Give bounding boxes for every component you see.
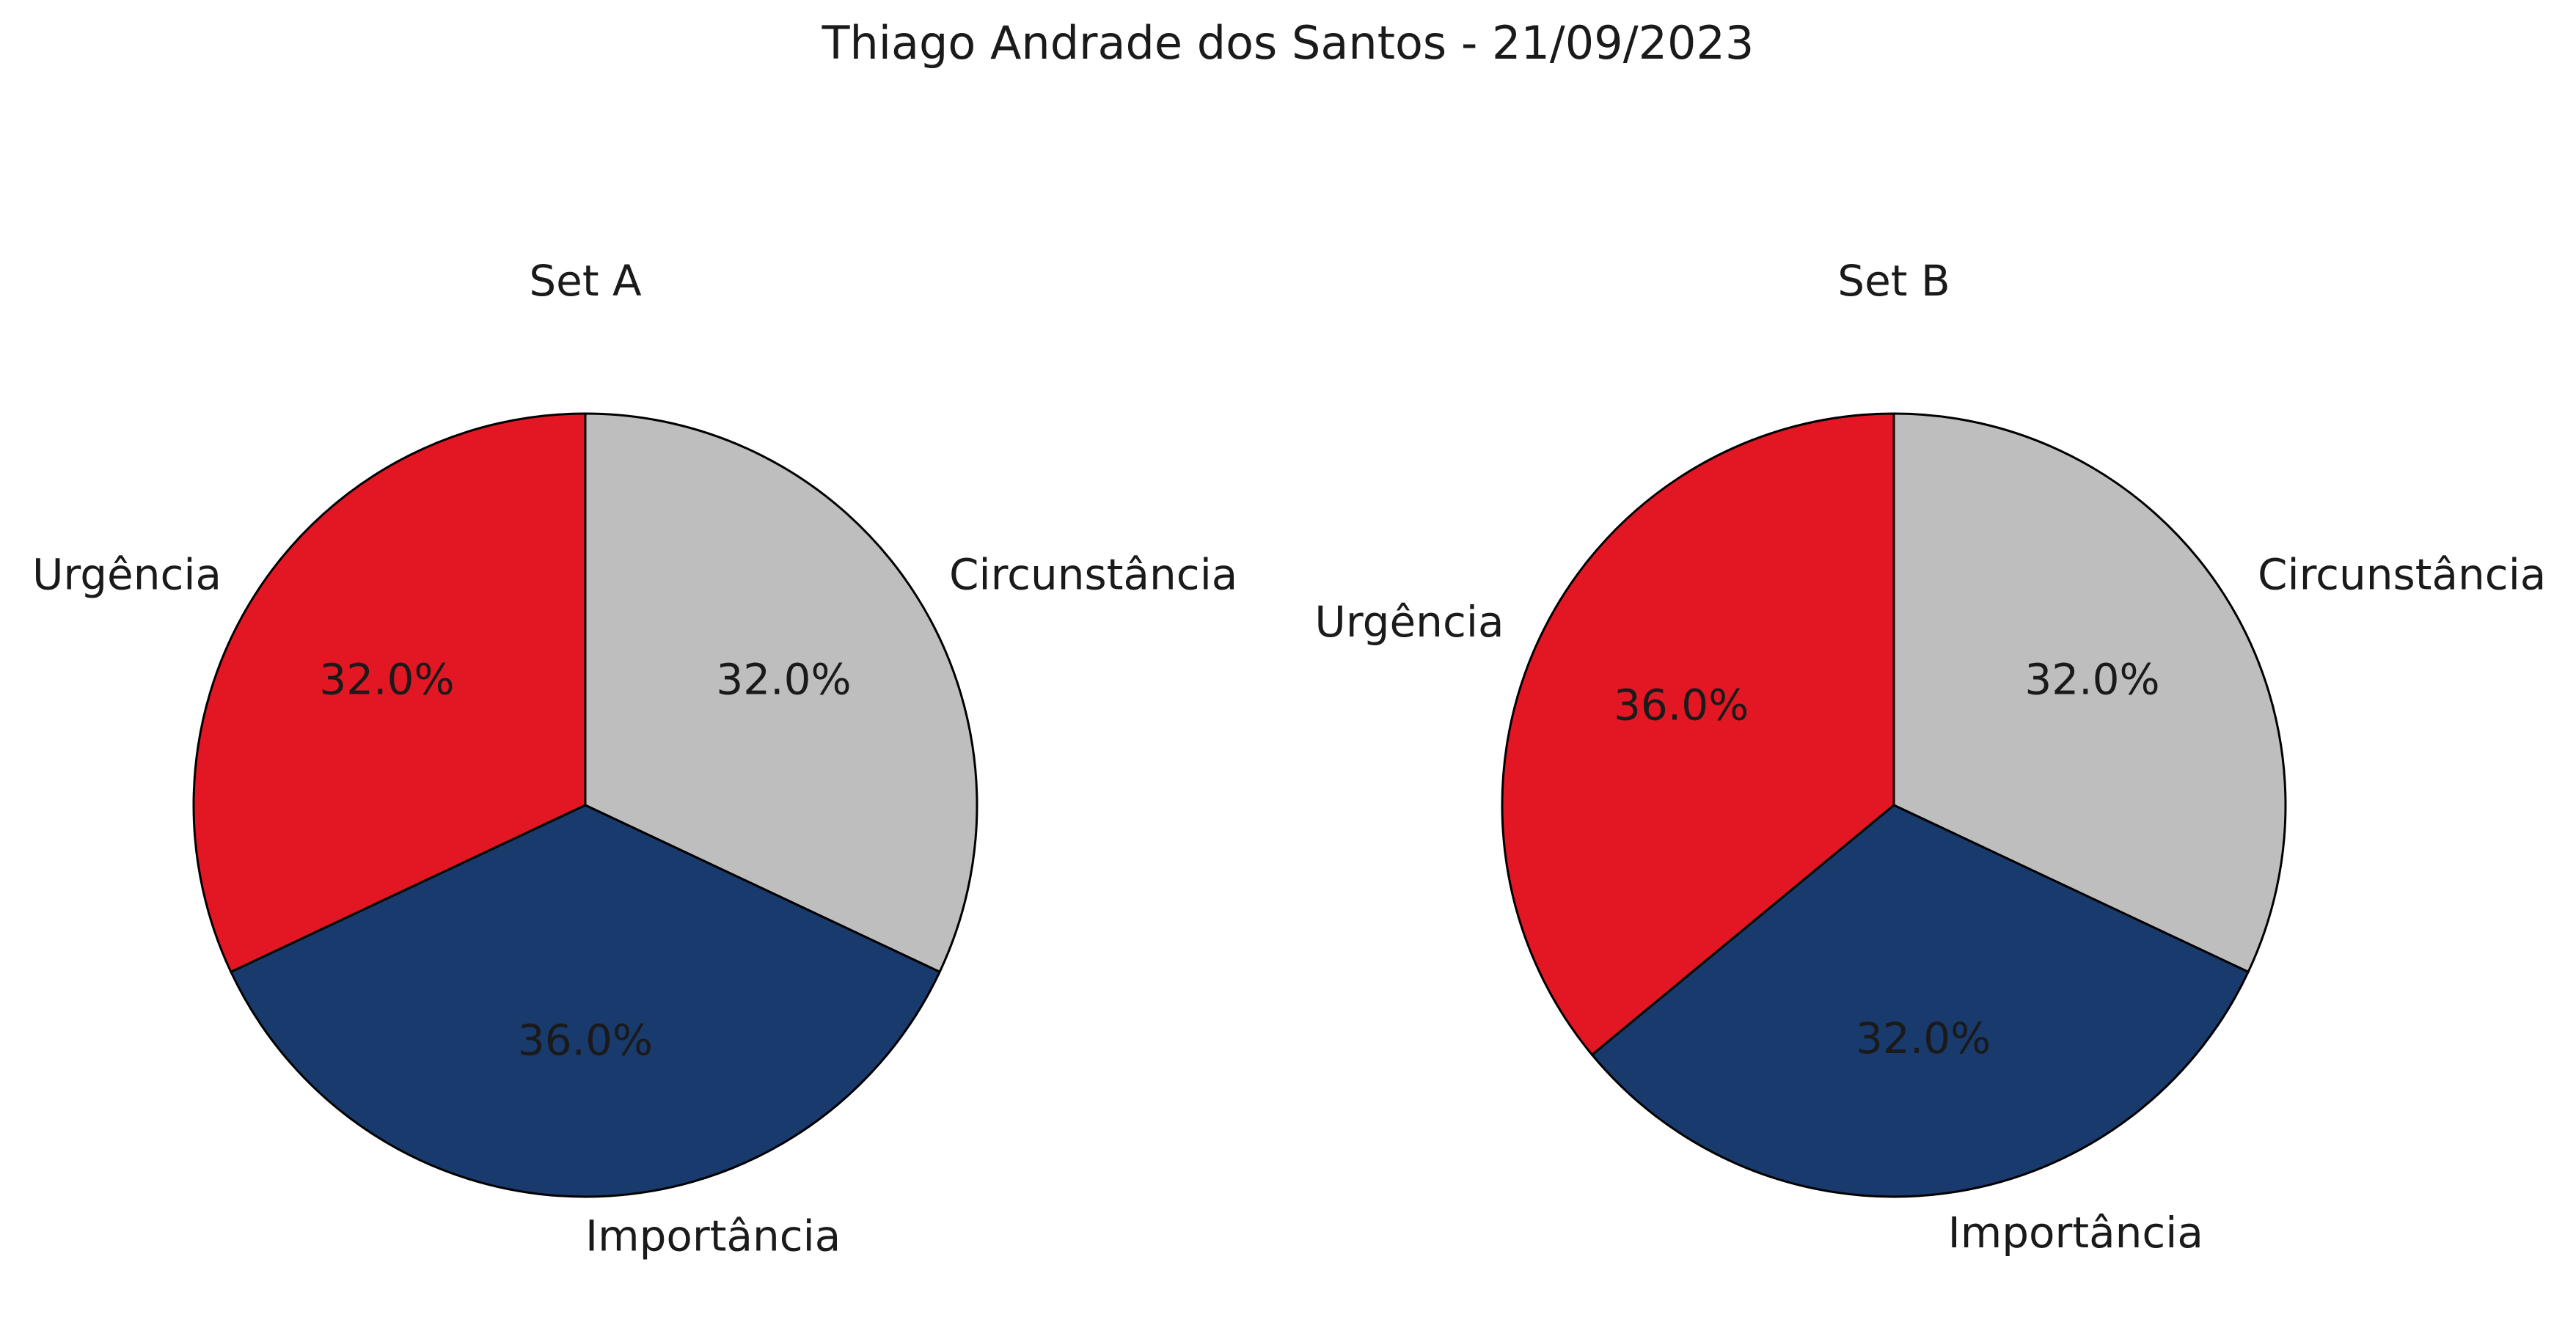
pie-set-a: Set A 32.0% Circunstância 36.0% Importância… bbox=[32, 256, 1237, 1261]
slice-label-set-b-urgencia: Urgência bbox=[1314, 597, 1504, 647]
pie-slice-set-b-urgencia bbox=[1501, 412, 1895, 1056]
pie-set-b: Set B 32.0% Circunstância 32.0% Importância… bbox=[1314, 256, 2546, 1258]
slice-label-set-a-urgencia: Urgência bbox=[32, 549, 222, 599]
figure-title: Thiago Andrade dos Santos - 21/09/2023 bbox=[822, 16, 1754, 70]
slice-label-set-a-circunstancia: Circunstância bbox=[949, 549, 1237, 599]
slice-label-set-b-importancia: Importância bbox=[1948, 1208, 2203, 1258]
pie-slices-set-a bbox=[192, 412, 978, 1198]
pct-label-set-b-urgencia: 36.0% bbox=[1614, 680, 1749, 730]
pie-slice-set-a-circunstancia bbox=[584, 412, 978, 973]
pct-label-set-a-urgencia: 32.0% bbox=[319, 654, 454, 704]
pie-slice-set-a-urgencia bbox=[192, 412, 587, 973]
pie-slice-set-a-importancia bbox=[230, 804, 941, 1198]
pct-label-set-b-importancia: 32.0% bbox=[1856, 1013, 1991, 1063]
pie-slice-set-b-importancia bbox=[1591, 804, 2250, 1198]
pct-label-set-a-importancia: 36.0% bbox=[518, 1015, 653, 1065]
pie-slice-set-b-circunstancia bbox=[1892, 412, 2287, 973]
pie-slices-set-b bbox=[1501, 412, 2287, 1198]
pct-label-set-a-circunstancia: 32.0% bbox=[716, 654, 851, 704]
slice-label-set-b-circunstancia: Circunstância bbox=[2258, 549, 2546, 599]
pct-label-set-b-circunstancia: 32.0% bbox=[2024, 654, 2159, 704]
pie-title-set-a: Set A bbox=[529, 256, 642, 306]
pie-title-set-b: Set B bbox=[1837, 256, 1950, 306]
pie-labels-set-b: 32.0% Circunstância 32.0% Importância 36.0% U… bbox=[1314, 549, 2546, 1258]
pie-labels-set-a: 32.0% Circunstância 36.0% Importância 32.0% U… bbox=[32, 549, 1237, 1261]
slice-label-set-a-importancia: Importância bbox=[585, 1211, 841, 1261]
